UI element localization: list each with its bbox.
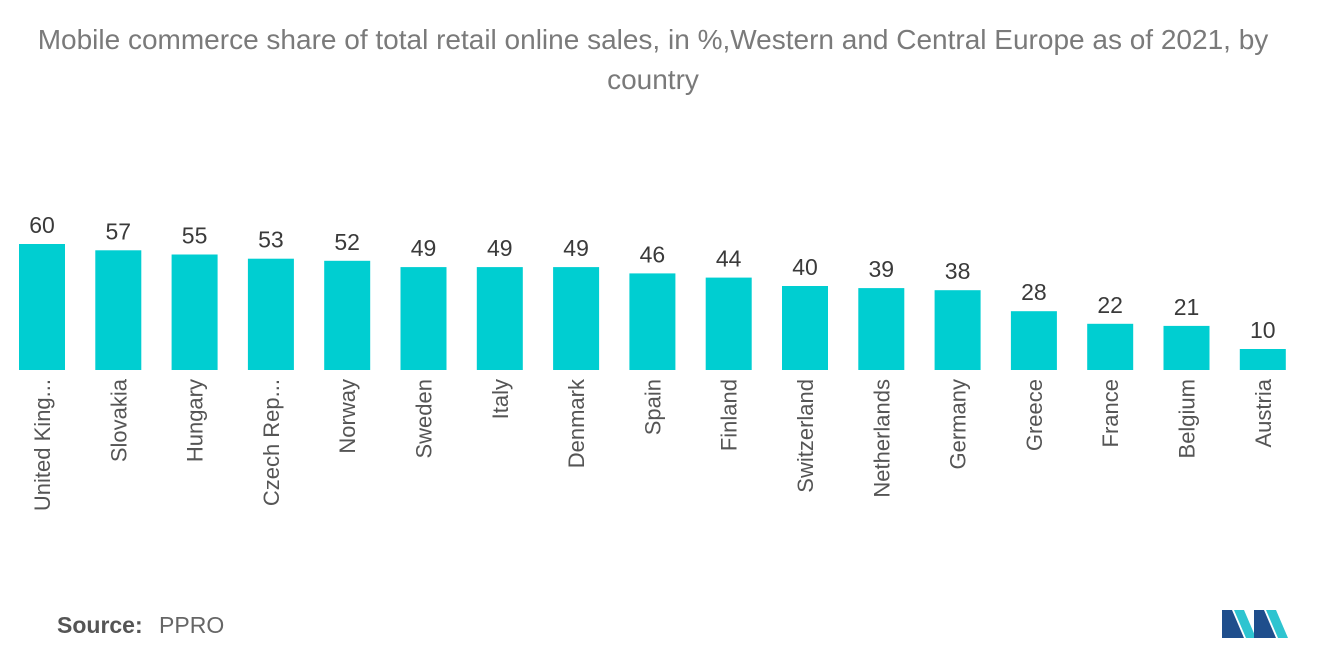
bar (171, 254, 218, 370)
data-label: 52 (334, 229, 360, 255)
data-label: 28 (1021, 279, 1047, 305)
bar (19, 244, 65, 370)
source-label: Source: (57, 612, 143, 638)
data-label: 21 (1174, 294, 1200, 320)
bar (247, 258, 294, 370)
bar (95, 250, 142, 370)
x-tick-label: France (1098, 379, 1123, 447)
data-label: 10 (1250, 317, 1276, 343)
bar (629, 273, 676, 370)
company-logo (1222, 610, 1288, 638)
x-tick-label: Spain (640, 379, 665, 435)
data-label: 57 (106, 218, 132, 244)
data-label: 49 (411, 235, 437, 261)
data-label: 60 (29, 212, 55, 238)
x-tick-label: Finland (717, 379, 742, 451)
x-tick-label: Sweden (412, 379, 437, 459)
bar (858, 288, 905, 370)
data-label: 53 (258, 227, 284, 253)
x-tick-label: Denmark (564, 378, 589, 468)
bar (705, 277, 752, 370)
x-tick-label: Germany (946, 379, 971, 469)
bar (1010, 311, 1057, 370)
x-tick-label: Switzerland (793, 379, 818, 493)
data-label: 39 (869, 256, 895, 282)
data-label: 46 (640, 241, 666, 267)
source-note: Source: PPRO (57, 612, 224, 639)
bar (476, 267, 523, 370)
x-tick-label: Norway (335, 379, 360, 454)
x-tick-label: United King... (30, 379, 55, 511)
data-label: 49 (487, 235, 513, 261)
bar (1163, 325, 1210, 370)
chart-title: Mobile commerce share of total retail on… (37, 24, 1269, 95)
bar (400, 267, 447, 370)
data-label: 22 (1097, 292, 1123, 318)
bar (782, 286, 828, 370)
x-tick-label: Netherlands (869, 379, 894, 498)
data-label: 55 (182, 223, 208, 249)
x-tick-label: Hungary (183, 379, 208, 462)
x-tick-label: Italy (488, 379, 513, 419)
data-label: 49 (563, 235, 589, 261)
bar (324, 260, 371, 370)
bar (934, 290, 981, 370)
bar (553, 267, 600, 370)
data-label: 44 (716, 246, 742, 272)
x-tick-label: Belgium (1175, 379, 1200, 458)
x-tick-label: Czech Rep... (259, 379, 284, 506)
bar-chart: 60 United King... 57 Slovakia 55 Hungary 53 Cze… (19, 212, 1286, 511)
x-tick-label: Austria (1251, 378, 1276, 447)
bar (1087, 323, 1134, 370)
data-label: 38 (945, 258, 971, 284)
x-tick-label: Greece (1022, 379, 1047, 451)
bar (1239, 349, 1286, 370)
data-label: 40 (792, 254, 818, 280)
source-value: PPRO (159, 612, 225, 638)
x-tick-label: Slovakia (106, 378, 131, 462)
